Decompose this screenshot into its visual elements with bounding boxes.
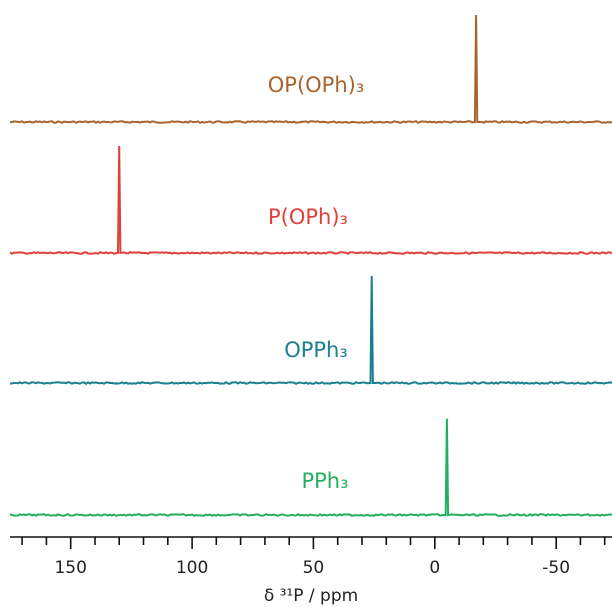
series-label: P(OPh)₃ bbox=[268, 205, 348, 229]
x-tick-label: 100 bbox=[176, 558, 208, 578]
series-label: PPh₃ bbox=[301, 469, 348, 493]
x-axis-ticks: 150 100 50 0 -50 bbox=[21, 537, 606, 578]
spectrum-trace bbox=[9, 145, 612, 256]
series-label: OPPh₃ bbox=[284, 338, 348, 362]
series-label: OP(OPh)₃ bbox=[268, 73, 365, 97]
spectrum-trace bbox=[9, 14, 612, 124]
x-tick-label: 150 bbox=[54, 558, 86, 578]
x-tick-label: 0 bbox=[429, 558, 440, 578]
series-labels: OP(OPh)₃ P(OPh)₃ OPPh₃ PPh₃ bbox=[268, 73, 365, 493]
x-tick-label: 50 bbox=[303, 558, 325, 578]
x-axis-title: δ ³¹P / ppm bbox=[264, 586, 358, 606]
x-tick-label: -50 bbox=[542, 558, 570, 578]
spectrum-trace bbox=[9, 275, 612, 385]
spectrum-trace bbox=[9, 418, 612, 517]
x-axis: 150 100 50 0 -50 δ ³¹P / ppm bbox=[10, 536, 612, 606]
spectra-traces bbox=[9, 14, 612, 517]
